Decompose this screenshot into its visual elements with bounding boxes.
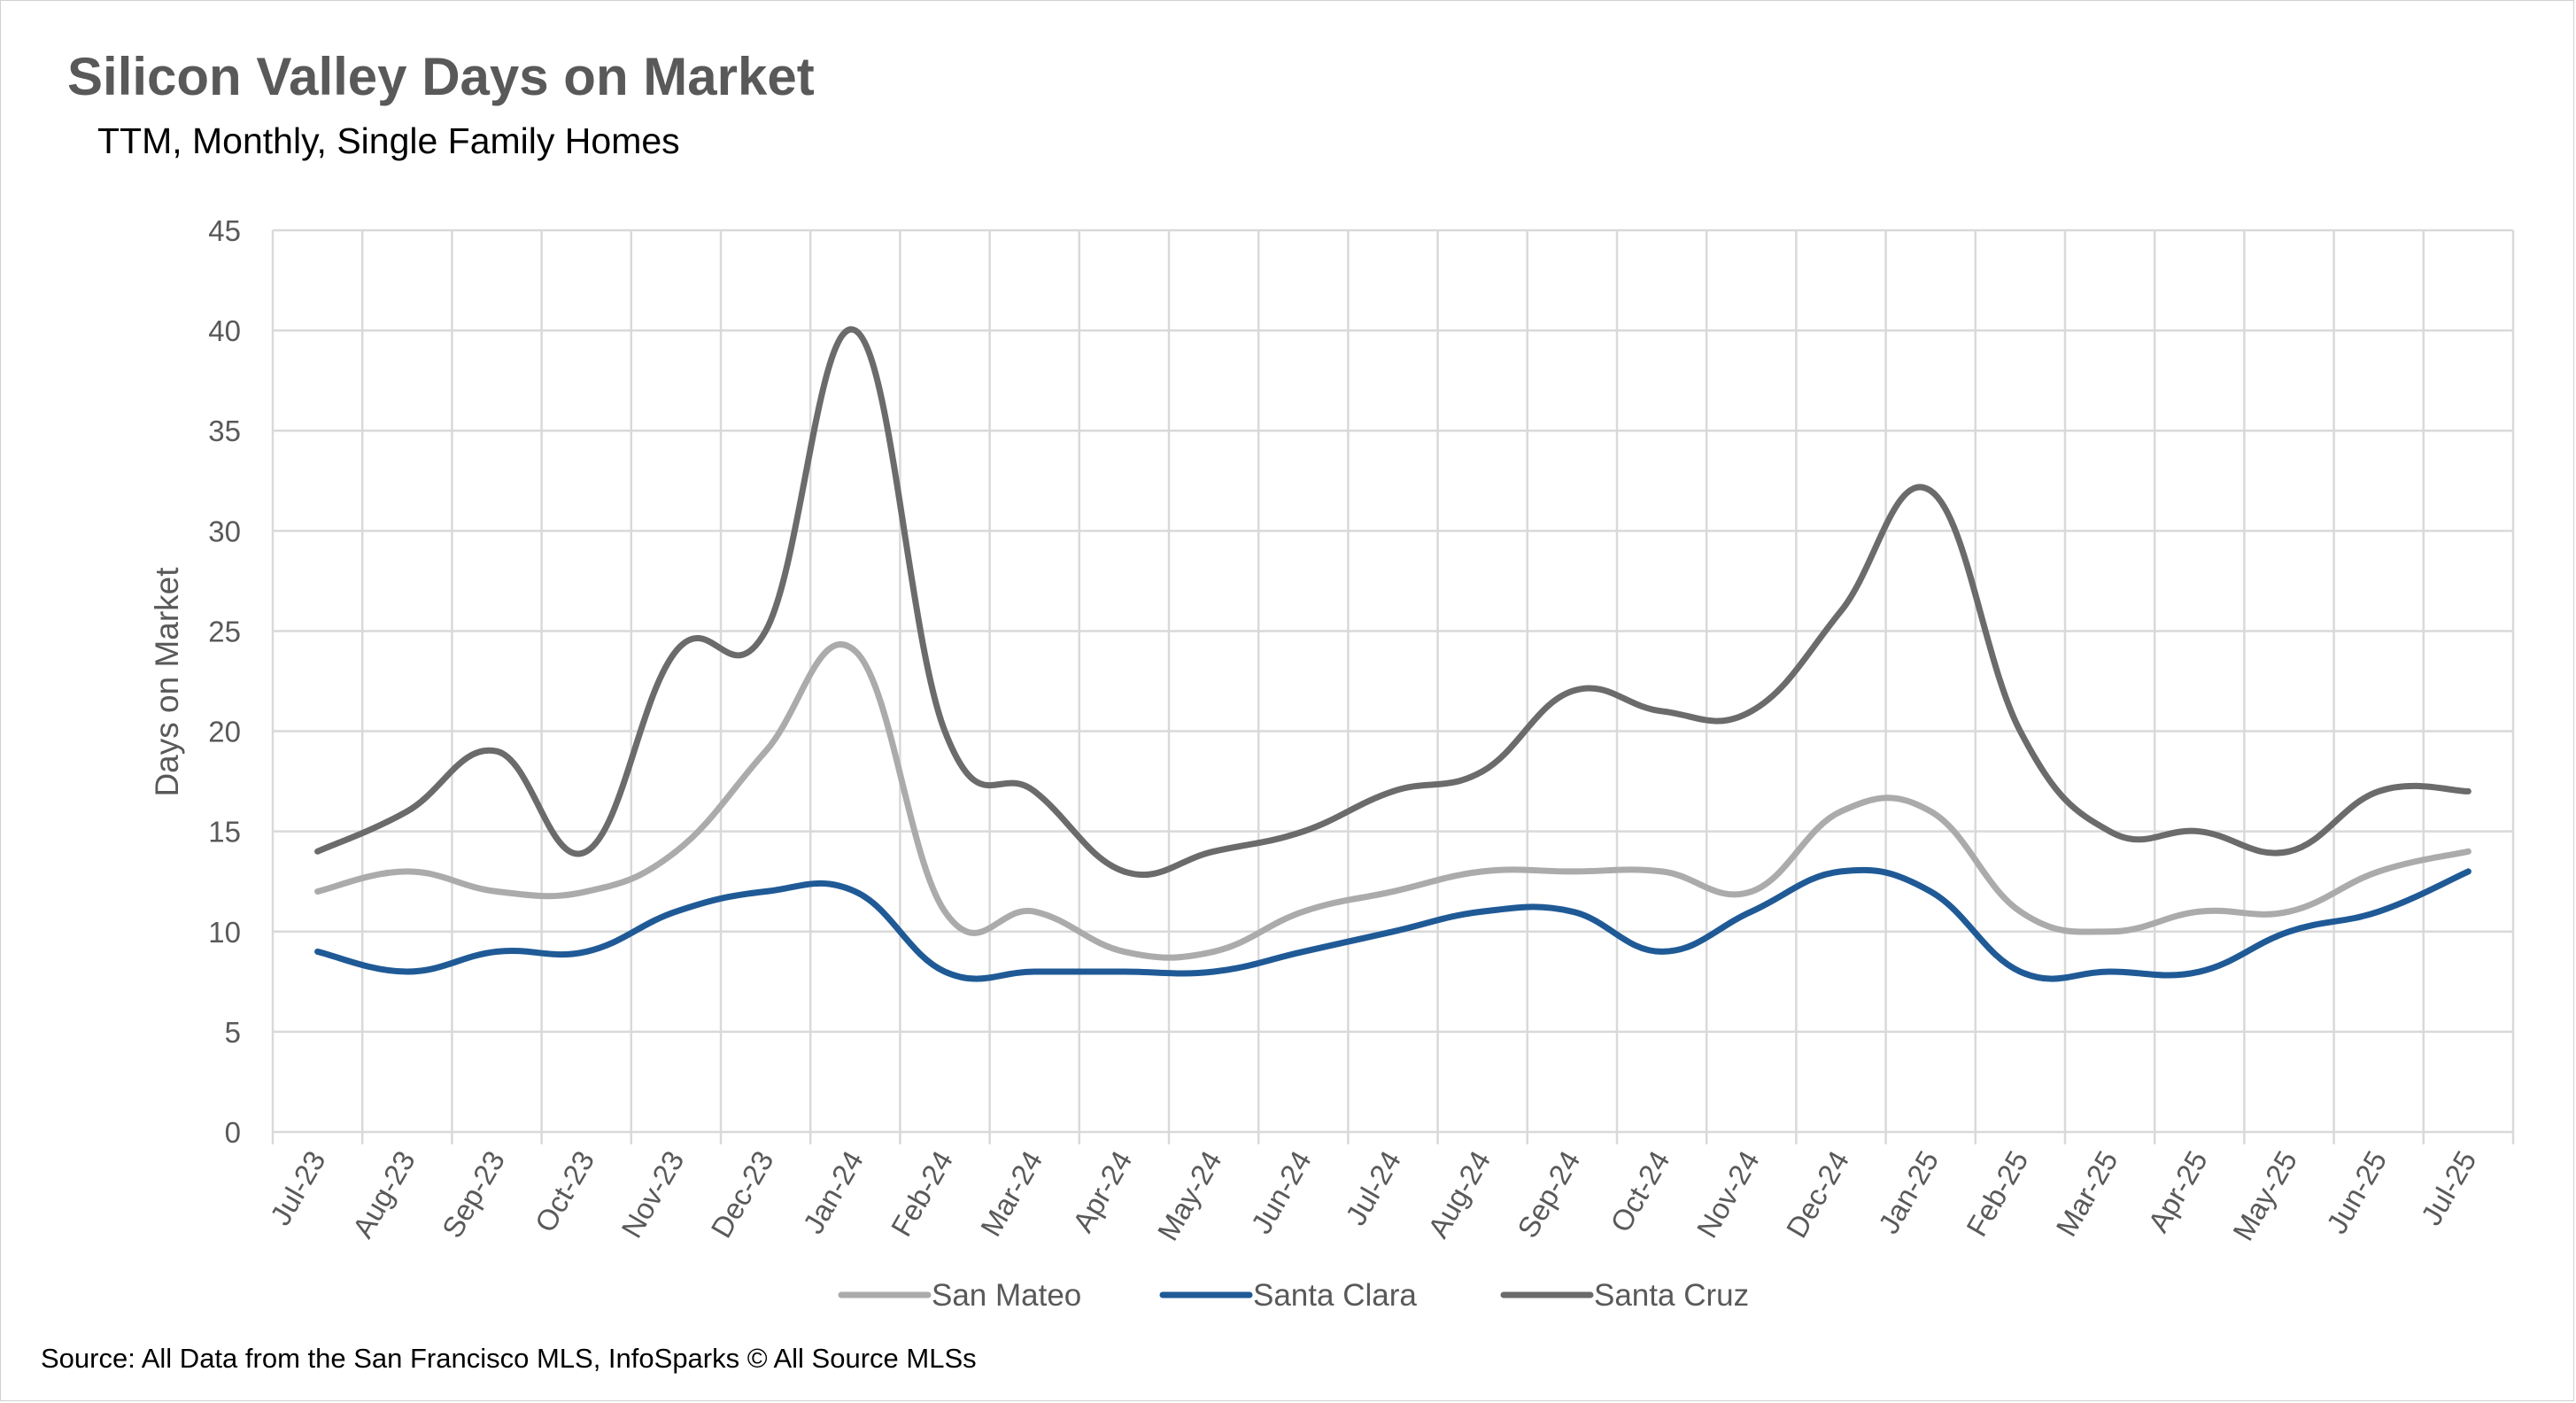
chart-subtitle: TTM, Monthly, Single Family Homes [97, 120, 680, 161]
x-tick-label: Aug-24 [1421, 1145, 1497, 1244]
y-tick-label: 10 [208, 916, 241, 949]
source-note: Source: All Data from the San Francisco … [41, 1343, 977, 1374]
legend-label-santa-cruz: Santa Cruz [1594, 1278, 1749, 1313]
y-axis-ticks: 0 5 10 15 20 25 30 35 40 45 [208, 214, 241, 1149]
y-tick-label: 15 [208, 816, 241, 849]
y-tick-label: 40 [208, 314, 241, 347]
legend: San Mateo Santa Clara Santa Cruz [838, 1278, 1749, 1313]
x-tick-label: Sep-23 [436, 1145, 511, 1244]
x-tick-label: Jun-24 [1244, 1145, 1317, 1239]
x-axis-ticks: Jul-23 Aug-23 Sep-23 Oct-23 Nov-23 Dec-23 Jan-… [264, 1145, 2483, 1246]
x-tick-label: Aug-23 [346, 1145, 422, 1244]
legend-label-san-mateo: San Mateo [932, 1278, 1081, 1313]
x-tick-label: Mar-24 [974, 1145, 1048, 1242]
x-tick-label: Apr-24 [1066, 1145, 1139, 1237]
x-tick-label: Feb-24 [885, 1145, 959, 1242]
y-tick-label: 35 [208, 415, 241, 447]
y-axis-label: Days on Market [149, 567, 185, 797]
x-tick-label: May-25 [2226, 1145, 2303, 1246]
chart-title: Silicon Valley Days on Market [67, 47, 815, 106]
x-tick-label: Feb-25 [1960, 1145, 2034, 1242]
x-tick-label: Jul-24 [1339, 1145, 1407, 1230]
y-tick-label: 30 [208, 515, 241, 547]
x-tick-label: Nov-24 [1690, 1145, 1766, 1244]
x-tick-label: Dec-23 [704, 1145, 779, 1244]
x-tick-label: May-24 [1151, 1145, 1228, 1246]
x-tick-label: Apr-25 [2141, 1145, 2214, 1237]
x-tick-label: Nov-23 [615, 1145, 690, 1244]
series-line-san-mateo [314, 641, 2472, 961]
x-tick-label: Jul-23 [264, 1145, 332, 1230]
x-tick-label: Jan-24 [796, 1145, 869, 1239]
y-tick-label: 25 [208, 615, 241, 647]
x-tick-label: Jan-25 [1872, 1145, 1945, 1239]
y-tick-label: 0 [225, 1116, 241, 1149]
y-tick-label: 20 [208, 716, 241, 748]
x-tick-label: Oct-24 [1604, 1145, 1676, 1237]
gridlines [271, 229, 2515, 1144]
series-line-santa-clara [314, 866, 2472, 982]
x-tick-label: Dec-24 [1780, 1145, 1855, 1244]
x-tick-label: Sep-24 [1511, 1145, 1586, 1244]
x-tick-label: Jul-25 [2414, 1145, 2482, 1230]
y-tick-label: 5 [225, 1016, 241, 1049]
x-tick-label: Mar-25 [2049, 1145, 2123, 1242]
series-line-santa-cruz [314, 326, 2472, 879]
legend-label-santa-clara: Santa Clara [1253, 1278, 1417, 1313]
series-lines [314, 326, 2472, 982]
x-tick-label: Jun-25 [2320, 1145, 2393, 1239]
y-tick-label: 45 [208, 214, 241, 247]
x-tick-label: Oct-23 [529, 1145, 601, 1237]
